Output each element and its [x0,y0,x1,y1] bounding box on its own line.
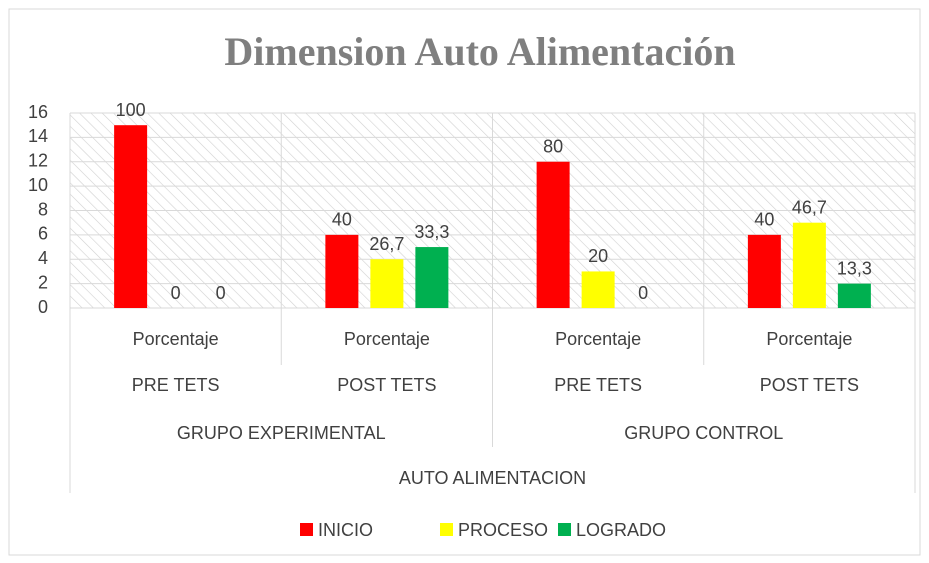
data-label: 20 [588,246,608,266]
y-tick-label: 8 [38,199,48,219]
y-tick-label: 16 [28,102,48,122]
y-tick-label: 6 [38,224,48,244]
bar [114,125,148,308]
test-label: POST TETS [337,375,436,395]
test-label: PRE TETS [554,375,642,395]
y-tick-label: 0 [38,297,48,317]
data-label: 13,3 [837,258,872,278]
data-label: 46,7 [792,197,827,217]
bar [370,259,404,308]
legend-swatch [300,523,313,536]
legend-label: PROCESO [458,520,548,540]
y-tick-label: 2 [38,272,48,292]
chart-title: Dimension Auto Alimentación [224,29,735,74]
bar [581,271,615,308]
group-label: GRUPO EXPERIMENTAL [177,423,386,443]
dimension-label: AUTO ALIMENTACION [399,468,586,488]
bar [747,234,781,308]
legend-swatch [440,523,453,536]
bar [792,222,826,308]
y-tick-label: 4 [38,248,48,268]
data-label: 0 [638,283,648,303]
legend-swatch [558,523,571,536]
data-label: 100 [116,100,146,120]
y-tick-label: 10 [28,175,48,195]
x-tick-label: Porcentaje [133,329,219,349]
bar [415,247,449,308]
y-tick-label: 12 [28,151,48,171]
legend-label: LOGRADO [576,520,666,540]
y-tick-label: 14 [28,126,48,146]
data-label: 33,3 [414,222,449,242]
x-tick-label: Porcentaje [344,329,430,349]
data-label: 40 [754,210,774,230]
group-label: GRUPO CONTROL [624,423,783,443]
test-label: PRE TETS [132,375,220,395]
bar [536,161,570,308]
test-label: POST TETS [760,375,859,395]
data-label: 0 [216,283,226,303]
bar [325,234,359,308]
x-tick-label: Porcentaje [555,329,641,349]
legend-label: INICIO [318,520,373,540]
data-label: 40 [332,210,352,230]
data-label: 0 [171,283,181,303]
bar [837,283,871,308]
data-label: 80 [543,137,563,157]
x-tick-label: Porcentaje [766,329,852,349]
data-label: 26,7 [369,234,404,254]
